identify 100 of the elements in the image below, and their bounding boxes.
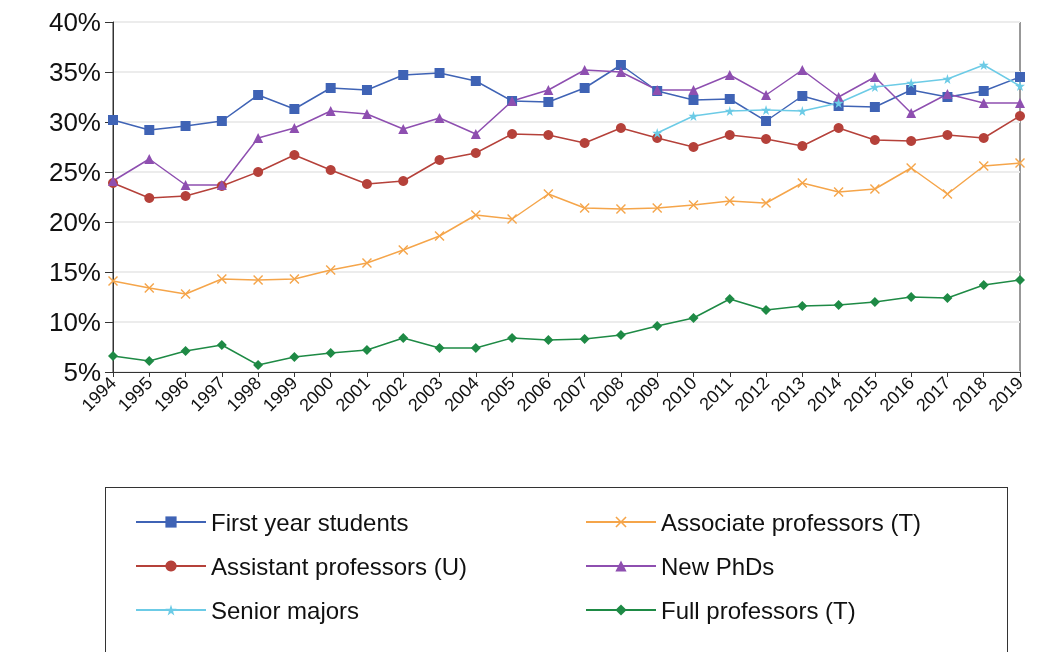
point xyxy=(906,78,917,88)
point xyxy=(289,274,300,284)
point xyxy=(978,161,989,171)
point xyxy=(833,92,844,102)
point xyxy=(253,360,264,370)
point xyxy=(325,106,336,116)
point xyxy=(906,85,917,95)
point xyxy=(470,148,481,158)
y-tick-label: 30% xyxy=(48,107,101,137)
point xyxy=(978,60,989,70)
point xyxy=(216,116,227,126)
y-tick-label: 10% xyxy=(48,307,101,337)
point xyxy=(470,343,481,353)
point xyxy=(361,345,372,355)
point xyxy=(761,198,772,208)
point xyxy=(434,113,445,123)
point xyxy=(615,123,626,133)
point xyxy=(253,167,264,177)
point xyxy=(507,129,518,139)
point xyxy=(108,276,118,286)
point xyxy=(688,95,699,105)
point xyxy=(253,275,264,285)
point xyxy=(325,265,336,275)
point xyxy=(797,91,808,101)
legend-label: Associate professors (T) xyxy=(661,508,922,536)
point xyxy=(398,245,409,255)
point xyxy=(108,115,118,125)
point xyxy=(216,274,227,284)
point xyxy=(434,231,445,241)
point xyxy=(108,351,118,361)
point xyxy=(470,129,481,139)
point xyxy=(761,134,772,144)
legend-label: Full professors (T) xyxy=(661,596,856,624)
point xyxy=(869,102,880,112)
point xyxy=(289,104,300,114)
legend-label: Senior majors xyxy=(211,596,360,624)
point xyxy=(833,123,844,133)
point xyxy=(144,125,155,135)
point xyxy=(434,343,445,353)
point xyxy=(398,124,409,134)
point xyxy=(543,85,554,95)
point xyxy=(434,68,445,78)
point xyxy=(470,76,481,86)
point xyxy=(1015,81,1025,91)
point xyxy=(579,83,590,93)
point xyxy=(724,196,735,206)
legend-label: First year students xyxy=(211,508,409,536)
point xyxy=(180,289,191,299)
y-tick-label: 40% xyxy=(48,7,101,37)
point xyxy=(688,313,699,323)
point xyxy=(906,292,917,302)
point xyxy=(543,335,554,345)
point xyxy=(797,65,808,75)
point xyxy=(942,189,953,199)
point xyxy=(361,258,372,268)
point xyxy=(361,85,372,95)
point xyxy=(615,67,626,77)
point xyxy=(942,130,953,140)
point xyxy=(470,210,481,220)
point xyxy=(978,133,989,143)
point xyxy=(543,97,554,107)
point xyxy=(724,94,735,104)
point xyxy=(942,74,953,84)
point xyxy=(579,334,590,344)
point xyxy=(652,128,663,138)
point xyxy=(688,142,699,152)
point xyxy=(978,98,989,108)
point xyxy=(906,163,917,173)
point xyxy=(978,86,989,96)
point xyxy=(615,204,626,214)
point xyxy=(724,70,735,80)
point xyxy=(1015,158,1025,168)
point xyxy=(216,340,227,350)
point xyxy=(398,176,409,186)
point xyxy=(761,105,772,115)
point xyxy=(579,203,590,213)
point xyxy=(652,321,663,331)
point xyxy=(579,65,590,75)
point xyxy=(289,150,300,160)
point xyxy=(1015,111,1025,121)
point xyxy=(361,109,372,119)
point xyxy=(615,330,626,340)
point xyxy=(688,200,699,210)
point xyxy=(543,130,554,140)
point xyxy=(507,333,518,343)
point xyxy=(144,154,155,164)
point xyxy=(507,214,518,224)
point xyxy=(398,70,409,80)
point xyxy=(253,90,264,100)
point xyxy=(325,165,336,175)
legend-label: New PhDs xyxy=(661,552,775,580)
point xyxy=(869,297,880,307)
point xyxy=(869,184,880,194)
point xyxy=(869,82,880,92)
y-tick-label: 20% xyxy=(48,207,101,237)
point xyxy=(180,191,191,201)
y-tick-label: 35% xyxy=(48,57,101,87)
point xyxy=(724,106,735,116)
point xyxy=(869,72,880,82)
point xyxy=(144,356,155,366)
